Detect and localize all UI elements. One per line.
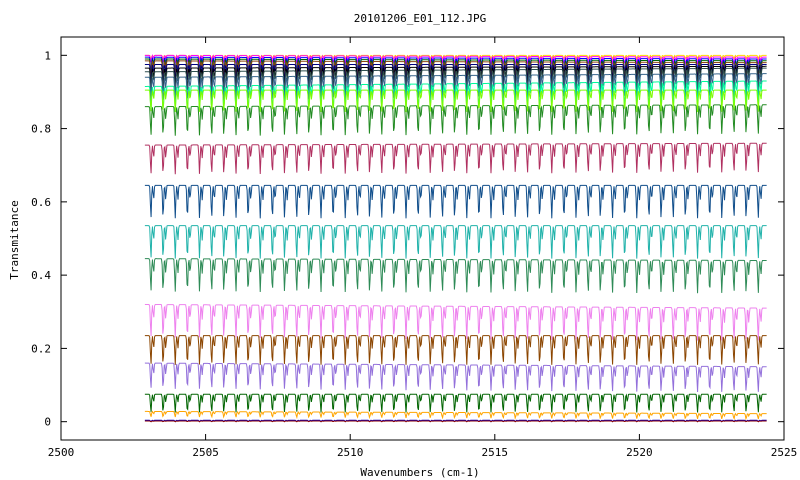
y-tick-label: 0.2 [31, 342, 51, 355]
series-line [144, 54, 767, 66]
series-line [144, 420, 767, 423]
x-axis-label: Wavenumbers (cm-1) [360, 466, 479, 479]
y-tick-label: 0.8 [31, 123, 51, 136]
series-line [144, 303, 767, 341]
y-axis-label: Transmitance [8, 200, 21, 279]
x-tick-label: 2520 [626, 446, 653, 459]
y-tick-label: 0 [44, 416, 51, 429]
series-line [144, 225, 767, 259]
y-tick-label: 0.4 [31, 269, 51, 282]
series-line [144, 89, 767, 113]
series-line [144, 258, 767, 294]
x-tick-label: 2525 [771, 446, 798, 459]
y-axis: 0 0.2 0.4 0.6 0.8 1 [31, 49, 784, 429]
series-line [144, 335, 767, 365]
x-axis: 2500 2505 2510 2515 2520 2525 [48, 37, 798, 459]
series-group [144, 54, 767, 423]
series-line [144, 184, 767, 219]
plot-area-border [60, 36, 785, 441]
x-tick-label: 2515 [482, 446, 509, 459]
y-tick-label: 0.6 [31, 196, 51, 209]
y-tick-label: 1 [44, 49, 51, 62]
series-line [144, 104, 767, 136]
x-tick-label: 2500 [48, 446, 75, 459]
series-line [144, 410, 767, 421]
x-tick-label: 2505 [192, 446, 219, 459]
series-line [144, 142, 767, 175]
series-line [144, 362, 767, 392]
chart-title: 20101206_E01_112.JPG [354, 12, 486, 25]
x-tick-label: 2510 [337, 446, 364, 459]
series-line [144, 393, 767, 413]
